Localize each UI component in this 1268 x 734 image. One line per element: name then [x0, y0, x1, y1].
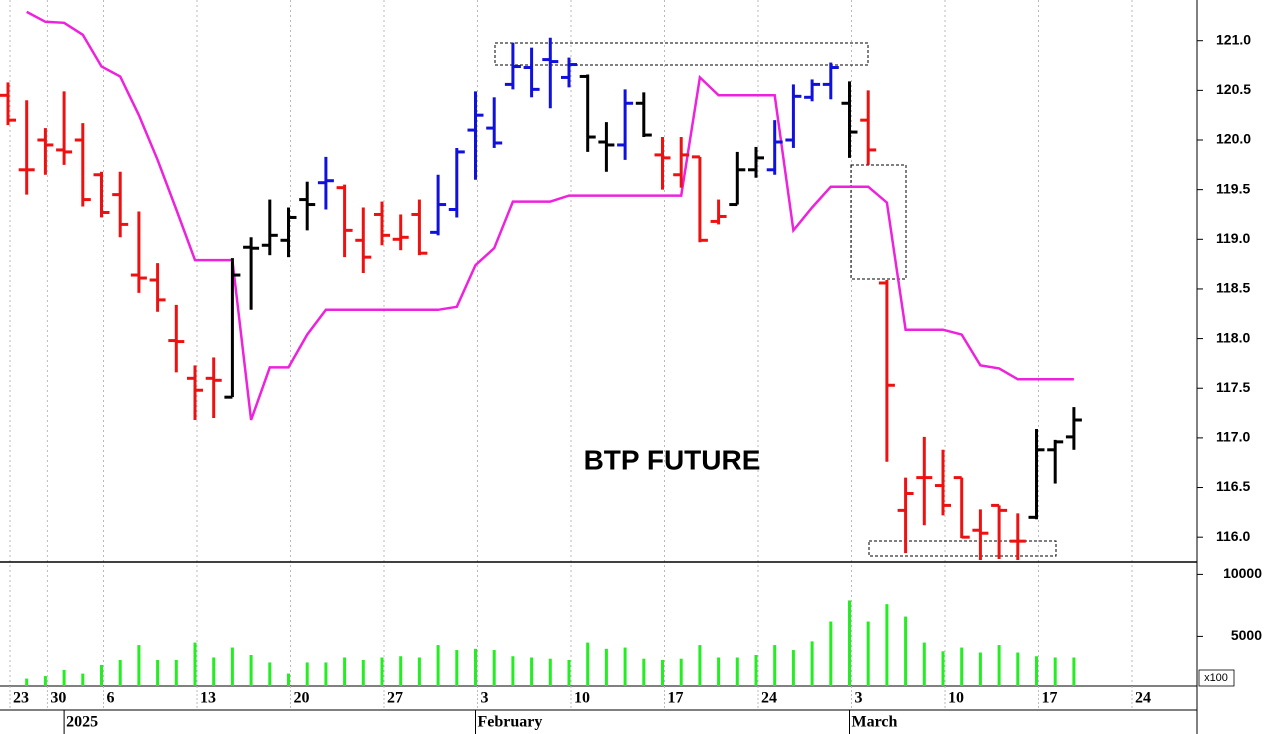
volume-bar	[791, 650, 795, 686]
volume-bar	[324, 662, 328, 686]
volume-bar	[511, 656, 515, 686]
volume-bar	[361, 659, 365, 686]
volume-bar	[43, 676, 47, 686]
volume-bar	[698, 645, 702, 686]
y-tick-label: 118.0	[1216, 329, 1250, 345]
y-tick-label: 10000	[1223, 565, 1262, 581]
volume-bar	[829, 621, 833, 686]
month-label: February	[478, 714, 543, 731]
y-tick-label: 116.0	[1216, 528, 1250, 544]
x-tick-label: 6	[107, 690, 115, 707]
volume-bar	[417, 657, 421, 686]
volume-bar	[25, 678, 29, 686]
x-tick-label: 10	[574, 690, 590, 707]
volume-bar	[604, 648, 608, 686]
y-tick-label: 116.5	[1216, 478, 1250, 494]
volume-bar	[642, 658, 646, 686]
volume-bar	[997, 645, 1001, 686]
volume-bar	[960, 647, 964, 686]
volume-bar	[156, 659, 160, 686]
volume-bar	[100, 664, 103, 686]
volume-bar	[530, 657, 534, 686]
volume-bar	[455, 650, 459, 686]
volume-bar	[1035, 656, 1038, 686]
y-tick-label: 119.0	[1216, 230, 1250, 246]
volume-bar	[249, 655, 253, 686]
y-tick-label: 121.0	[1216, 31, 1251, 47]
volume-bar	[137, 645, 141, 686]
y-tick-label: 118.5	[1216, 280, 1250, 296]
y-tick-label: 5000	[1231, 627, 1262, 643]
x-tick-label: 24	[1135, 690, 1151, 707]
volume-bar	[436, 645, 440, 686]
x-tick-label: 17	[668, 690, 684, 707]
volume-bar	[679, 658, 683, 686]
x-tick-label: 10	[948, 690, 964, 707]
x-tick-label: 3	[481, 690, 489, 707]
annotation-box	[868, 540, 1057, 557]
volume-bar	[399, 656, 403, 686]
volume-bar	[623, 647, 627, 686]
x-tick-label: 13	[200, 690, 216, 707]
overlay-line	[26, 10, 1074, 421]
x-tick-label: 17	[1042, 690, 1058, 707]
volume-bar	[735, 657, 739, 686]
x-tick-label: 30	[50, 690, 66, 707]
volume-bar	[81, 673, 85, 686]
volume-bar	[567, 659, 571, 686]
volume-bar	[305, 662, 309, 686]
volume-bar	[380, 657, 384, 686]
volume-bar	[492, 650, 496, 686]
volume-bar	[118, 659, 122, 686]
volume-bar	[773, 645, 777, 686]
volume-bar	[548, 658, 552, 686]
y-tick-label: 120.0	[1216, 131, 1251, 147]
volume-bar	[717, 657, 721, 686]
volume-bar	[661, 659, 664, 686]
volume-bar	[62, 669, 66, 686]
volume-bar	[287, 673, 290, 686]
volume-bar	[1072, 657, 1076, 686]
volume-bar	[885, 604, 889, 686]
volume-bar	[866, 621, 870, 686]
x-tick-label: 3	[855, 690, 863, 707]
volume-bar	[212, 657, 216, 686]
volume-bar	[174, 659, 178, 686]
volume-bar	[978, 652, 982, 686]
volume-bar	[1016, 652, 1020, 686]
annotation: BTP FUTURE	[584, 444, 761, 475]
x-tick-label: 20	[294, 690, 310, 707]
y-tick-label: 119.5	[1216, 180, 1250, 196]
volume-unit: x100	[1204, 672, 1228, 684]
volume-bar	[922, 642, 926, 686]
x-tick-label: 23	[13, 690, 29, 707]
volume-bar	[941, 651, 945, 686]
volume-bar	[904, 616, 908, 686]
volume-bar	[230, 647, 234, 686]
grid-layer	[9, 0, 1133, 686]
volume-bar	[193, 642, 197, 686]
volume-bar	[754, 655, 758, 686]
volume-bar	[474, 648, 477, 686]
y-tick-label: 117.0	[1216, 429, 1250, 445]
y-tick-label: 120.5	[1216, 81, 1251, 97]
x-tick-label: 24	[761, 690, 777, 707]
volume-bar	[268, 662, 272, 686]
volume-bar	[343, 657, 347, 686]
y-tick-label: 117.5	[1216, 379, 1250, 395]
volume-bar	[810, 641, 814, 686]
annotation-box	[494, 42, 869, 66]
x-tick-label: 27	[387, 690, 403, 707]
unit-box	[1198, 669, 1235, 687]
volume-bar	[1053, 657, 1057, 686]
month-label: March	[852, 714, 898, 731]
month-label: 2025	[66, 714, 98, 731]
annotation-box	[850, 164, 907, 280]
volume-bar	[848, 600, 851, 686]
volume-bar	[586, 642, 590, 686]
